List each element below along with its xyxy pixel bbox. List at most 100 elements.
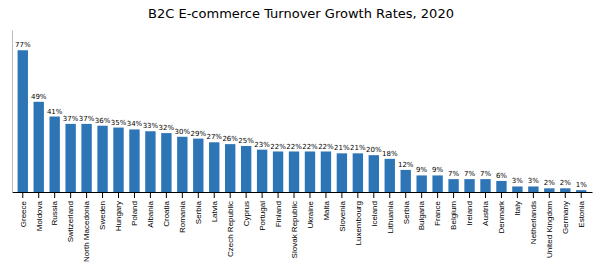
tick-mark <box>278 192 279 198</box>
tick-label: Austria <box>481 200 490 225</box>
bar <box>81 124 91 192</box>
tick-label: Belgium <box>449 201 458 230</box>
data-label: 32% <box>159 124 175 132</box>
bar <box>321 152 331 193</box>
tick-label: Lithuania <box>386 200 395 233</box>
tick-label: Malta <box>322 200 331 220</box>
tick-mark <box>469 192 470 198</box>
tick: Ukraine <box>306 192 315 229</box>
data-label: 22% <box>302 143 318 151</box>
tick-label: Serbia <box>194 200 203 224</box>
bar <box>18 50 28 192</box>
bar <box>34 102 44 192</box>
tick: Netherlands <box>529 192 538 244</box>
tick-label: Hungary <box>114 201 123 231</box>
bar <box>113 128 123 192</box>
tick-label: Czech Republic <box>226 201 235 257</box>
tick-mark <box>294 192 295 198</box>
tick: United Kingdom <box>545 192 554 258</box>
data-label: 22% <box>318 143 334 151</box>
tick-label: Switzerland <box>66 201 75 242</box>
tick: North Macedonia <box>82 192 91 262</box>
bar <box>273 152 283 193</box>
bar <box>496 181 506 192</box>
tick-label: Latvia <box>210 200 219 222</box>
tick: Latvia <box>210 192 219 222</box>
bar <box>353 153 363 192</box>
tick: Austria <box>481 192 490 226</box>
tick: Croatia <box>162 192 171 227</box>
data-label: 21% <box>350 144 366 152</box>
tick-mark <box>581 192 582 198</box>
tick: Denmark <box>497 192 506 233</box>
tick: Hungary <box>114 192 123 231</box>
tick-mark <box>437 192 438 198</box>
tick: Serbia <box>402 192 411 224</box>
data-label: 2% <box>560 179 571 187</box>
tick-mark <box>54 192 55 198</box>
tick: Russia <box>50 192 59 225</box>
tick: Lithuania <box>386 192 395 233</box>
bar <box>145 131 155 192</box>
tick: Portugal <box>258 192 267 231</box>
y-axis <box>12 31 13 193</box>
tick-label: Ukraine <box>306 200 315 228</box>
tick-mark <box>70 192 71 198</box>
tick: Bulgaria <box>417 192 426 230</box>
bar <box>385 159 395 192</box>
data-label: 29% <box>191 130 207 138</box>
tick-label: Albania <box>146 200 155 227</box>
tick: Italy <box>513 192 522 216</box>
tick-label: Slovak Republic <box>290 201 299 258</box>
data-label: 20% <box>366 146 382 154</box>
tick-label: Croatia <box>162 200 171 226</box>
bar <box>289 152 299 193</box>
tick-label: Bulgaria <box>417 200 426 230</box>
chart-svg: 77%49%41%37%37%36%35%34%33%32%30%29%27%2… <box>0 0 602 270</box>
bar <box>129 129 139 192</box>
tick-mark <box>421 192 422 198</box>
tick: Greece <box>19 192 28 227</box>
tick: Malta <box>322 192 331 221</box>
bar <box>225 144 235 192</box>
tick-label: France <box>433 200 442 225</box>
data-label: 34% <box>127 120 143 128</box>
tick-label: North Macedonia <box>82 200 91 261</box>
data-label: 1% <box>576 181 587 189</box>
bar <box>369 155 379 192</box>
tick-mark <box>214 192 215 198</box>
bar <box>65 124 75 192</box>
bar <box>448 179 458 192</box>
tick-mark <box>22 192 23 198</box>
tick-mark <box>102 192 103 198</box>
data-label: 12% <box>398 161 414 169</box>
tick-mark <box>341 192 342 198</box>
x-axis: GreeceMoldovaRussiaSwitzerlandNorth Mace… <box>13 192 593 262</box>
bar <box>305 152 315 193</box>
tick-label: Romania <box>178 200 187 233</box>
tick-label: Greece <box>19 200 28 227</box>
bar <box>512 186 522 192</box>
data-label: 9% <box>432 166 443 174</box>
tick-mark <box>150 192 151 198</box>
tick-label: Slovenia <box>338 200 347 231</box>
axis-line <box>13 192 593 193</box>
bar <box>576 190 586 192</box>
tick-mark <box>230 192 231 198</box>
bar <box>257 150 267 192</box>
tick-label: Finland <box>274 201 283 227</box>
tick-label: Luxembourg <box>354 201 363 245</box>
bar <box>544 188 554 192</box>
data-label: 2% <box>544 179 555 187</box>
tick-mark <box>389 192 390 198</box>
tick: Iceland <box>370 192 379 227</box>
data-label: 22% <box>270 143 286 151</box>
bar <box>49 117 59 192</box>
bar <box>193 139 203 192</box>
data-label: 33% <box>143 122 159 130</box>
data-label: 9% <box>416 166 427 174</box>
bars <box>18 50 587 192</box>
tick: Romania <box>178 192 187 233</box>
tick-label: Estonia <box>577 200 586 227</box>
tick-mark <box>357 192 358 198</box>
